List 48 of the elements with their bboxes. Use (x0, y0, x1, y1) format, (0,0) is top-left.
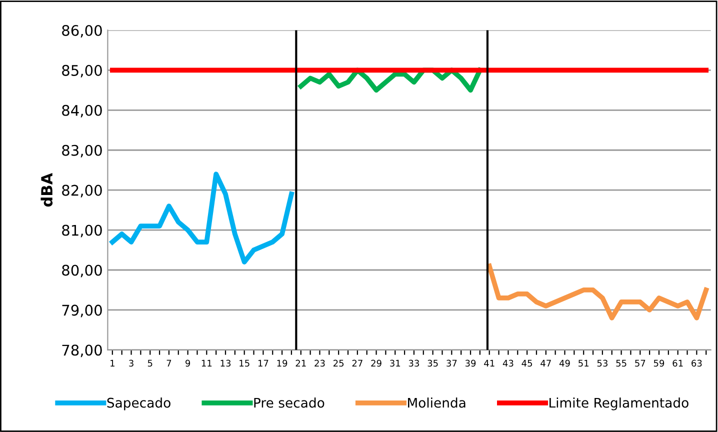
x-tick-label: 55 (616, 360, 626, 367)
x-tick-label: 47 (540, 360, 551, 366)
x-tick-label: 23 (314, 360, 325, 367)
x-tick-label: 43 (502, 360, 514, 367)
x-tick-label: 41 (484, 360, 494, 366)
x-tick-label: 13 (220, 360, 231, 367)
legend-label: Pre secado (254, 398, 324, 408)
x-tick-label: 27 (352, 360, 362, 366)
y-axis-title: dBA (40, 172, 53, 207)
line-series (486, 264, 709, 320)
x-tick-label: 29 (371, 360, 382, 367)
y-tick-label: 81,00 (62, 224, 102, 238)
x-tick-label: 57 (635, 360, 646, 367)
y-tick-label: 86,00 (62, 24, 102, 38)
x-tick-label: 49 (559, 360, 570, 367)
x-tick-label: 9 (186, 360, 190, 367)
x-tick-label: 33 (408, 360, 419, 367)
x-tick-label: 21 (296, 360, 306, 366)
y-tick-label: 78,00 (62, 344, 102, 358)
x-tick-label: 1 (110, 360, 114, 366)
x-tick-label: 31 (390, 360, 400, 367)
x-tick-label: 45 (522, 360, 532, 367)
y-tick-label: 85,00 (62, 64, 102, 78)
x-tick-label: 59 (654, 360, 664, 367)
x-tick-label: 35 (428, 360, 438, 367)
y-tick-label: 82,00 (62, 184, 102, 198)
x-tick-label: 3 (129, 360, 134, 367)
x-tick-label: 11 (202, 360, 212, 366)
legend-label: Limite Reglamentado (550, 398, 688, 410)
legend-label: Sapecado (107, 398, 170, 410)
line-series (110, 172, 294, 264)
x-tick-label: 63 (692, 360, 702, 367)
x-tick-label: 19 (277, 360, 288, 367)
y-tick-label: 80,00 (62, 264, 102, 278)
x-tick-label: 37 (446, 360, 457, 367)
legend-label: Molienda (408, 398, 466, 408)
x-tick-label: 7 (166, 360, 172, 366)
y-tick-label: 79,00 (62, 304, 102, 318)
x-tick-label: 15 (240, 360, 250, 367)
x-tick-label: 53 (597, 360, 608, 367)
x-tick-label: 17 (258, 360, 268, 366)
x-tick-label: 25 (334, 360, 344, 367)
y-tick-label: 84,00 (62, 104, 102, 118)
x-tick-label: 51 (578, 360, 589, 367)
y-tick-label: 83,00 (62, 144, 102, 158)
x-tick-label: 5 (148, 360, 152, 367)
x-tick-label: 61 (672, 360, 683, 367)
x-tick-label: 39 (465, 360, 476, 367)
